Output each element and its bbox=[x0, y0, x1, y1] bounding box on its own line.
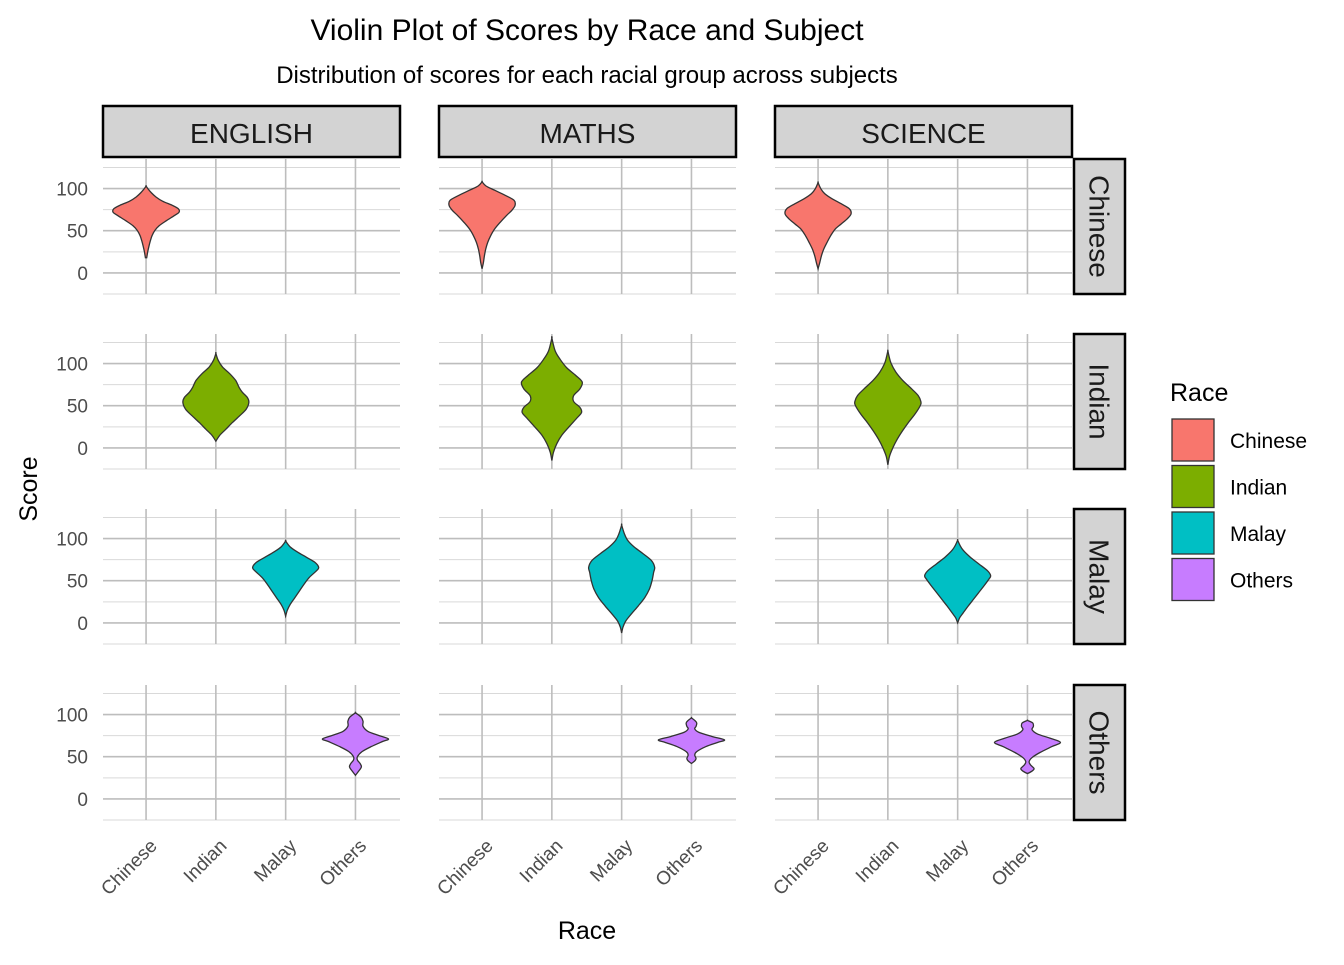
panel-english-indian bbox=[103, 334, 400, 470]
y-tick-label: 0 bbox=[77, 264, 88, 285]
panel-maths-indian bbox=[439, 334, 736, 470]
y-tick-label: 0 bbox=[77, 614, 88, 635]
violin-english-indian bbox=[182, 351, 250, 443]
x-tick-label-chinese: Chinese bbox=[769, 836, 833, 900]
strip-label-science: SCIENCE bbox=[861, 118, 985, 149]
x-tick-label-chinese: Chinese bbox=[97, 836, 161, 900]
legend-label-chinese: Chinese bbox=[1230, 430, 1307, 453]
chart-title: Violin Plot of Scores by Race and Subjec… bbox=[310, 14, 864, 47]
y-axis-title: Score bbox=[15, 456, 43, 521]
violin-science-indian bbox=[854, 349, 922, 465]
row-strip-label-indian: Indian bbox=[1084, 363, 1115, 439]
x-tick-labels: Chinese Indian Malay Others Chinese Indian Mal… bbox=[97, 835, 1043, 899]
legend-key-chinese bbox=[1171, 418, 1215, 462]
x-tick-label-malay: Malay bbox=[586, 835, 637, 886]
strip-science bbox=[773, 104, 1074, 159]
y-tick-label: 0 bbox=[77, 790, 88, 811]
y-tick-label: 50 bbox=[67, 748, 88, 769]
y-tick-label: 50 bbox=[67, 222, 88, 243]
violin-maths-chinese bbox=[448, 180, 517, 269]
strip-maths bbox=[437, 104, 738, 159]
x-tick-label-others: Others bbox=[652, 836, 707, 891]
x-tick-label-malay: Malay bbox=[250, 835, 301, 886]
legend-key-malay bbox=[1171, 511, 1215, 555]
violin-science-others bbox=[993, 719, 1062, 775]
x-tick-label-others: Others bbox=[316, 836, 371, 891]
x-tick-label-indian: Indian bbox=[852, 836, 903, 887]
legend-label-indian: Indian bbox=[1230, 477, 1287, 500]
y-tick-label: 100 bbox=[56, 706, 88, 727]
x-axis-title: Race bbox=[558, 917, 616, 945]
y-tick-label: 100 bbox=[56, 355, 88, 376]
legend-label-others: Others bbox=[1230, 570, 1293, 593]
x-tick-label-indian: Indian bbox=[180, 836, 231, 887]
chart-subtitle: Distribution of scores for each racial g… bbox=[276, 62, 898, 89]
panel-english-malay bbox=[103, 509, 400, 645]
x-tick-label-others: Others bbox=[988, 836, 1043, 891]
violin-maths-malay bbox=[587, 523, 656, 634]
x-tick-label-indian: Indian bbox=[516, 836, 567, 887]
row-strip-label-chinese: Chinese bbox=[1084, 175, 1115, 278]
violin-english-malay bbox=[251, 539, 320, 619]
violin-science-chinese bbox=[784, 181, 852, 272]
strip-english bbox=[101, 104, 402, 159]
row-strip-chinese bbox=[1072, 157, 1127, 296]
panel-english-others bbox=[103, 685, 400, 821]
y-tick-label: 100 bbox=[56, 180, 88, 201]
y-tick-label: 0 bbox=[77, 439, 88, 460]
column-strips: ENGLISH MATHS SCIENCE bbox=[101, 104, 1074, 159]
panel-science-indian bbox=[775, 334, 1072, 470]
panel-science-malay bbox=[775, 509, 1072, 645]
y-tick-label: 100 bbox=[56, 530, 88, 551]
violin-maths-others bbox=[657, 716, 726, 765]
legend-label-malay: Malay bbox=[1230, 523, 1287, 546]
violin-english-chinese bbox=[112, 185, 181, 259]
y-tick-label: 50 bbox=[67, 572, 88, 593]
panel-maths-chinese bbox=[439, 159, 736, 295]
row-strip-indian bbox=[1072, 332, 1127, 471]
row-strips: Chinese Indian Malay Others bbox=[1072, 157, 1127, 822]
panel-science-others bbox=[775, 685, 1072, 821]
violin-english-others bbox=[321, 711, 390, 777]
violin-science-malay bbox=[923, 538, 992, 625]
row-strip-others bbox=[1072, 683, 1127, 822]
panel-maths-malay bbox=[439, 509, 736, 645]
legend-key-indian bbox=[1171, 464, 1215, 509]
violin-maths-indian bbox=[520, 335, 584, 461]
y-tick-labels: 0 50 100 0 50 100 0 50 100 0 50 100 bbox=[56, 180, 88, 811]
x-tick-label-malay: Malay bbox=[922, 835, 973, 886]
strip-label-maths: MATHS bbox=[540, 118, 636, 149]
legend-key-others bbox=[1171, 557, 1215, 602]
legend-title: Race bbox=[1170, 379, 1228, 407]
row-strip-label-others: Others bbox=[1084, 710, 1115, 794]
row-strip-label-malay: Malay bbox=[1084, 539, 1115, 614]
y-tick-label: 50 bbox=[67, 397, 88, 418]
strip-label-english: ENGLISH bbox=[190, 118, 313, 149]
facet-panels bbox=[103, 159, 1072, 821]
legend: Race Chinese Indian Malay Others bbox=[1170, 379, 1307, 602]
row-strip-malay bbox=[1072, 507, 1127, 646]
panel-maths-others bbox=[439, 685, 736, 821]
x-tick-label-chinese: Chinese bbox=[433, 836, 497, 900]
